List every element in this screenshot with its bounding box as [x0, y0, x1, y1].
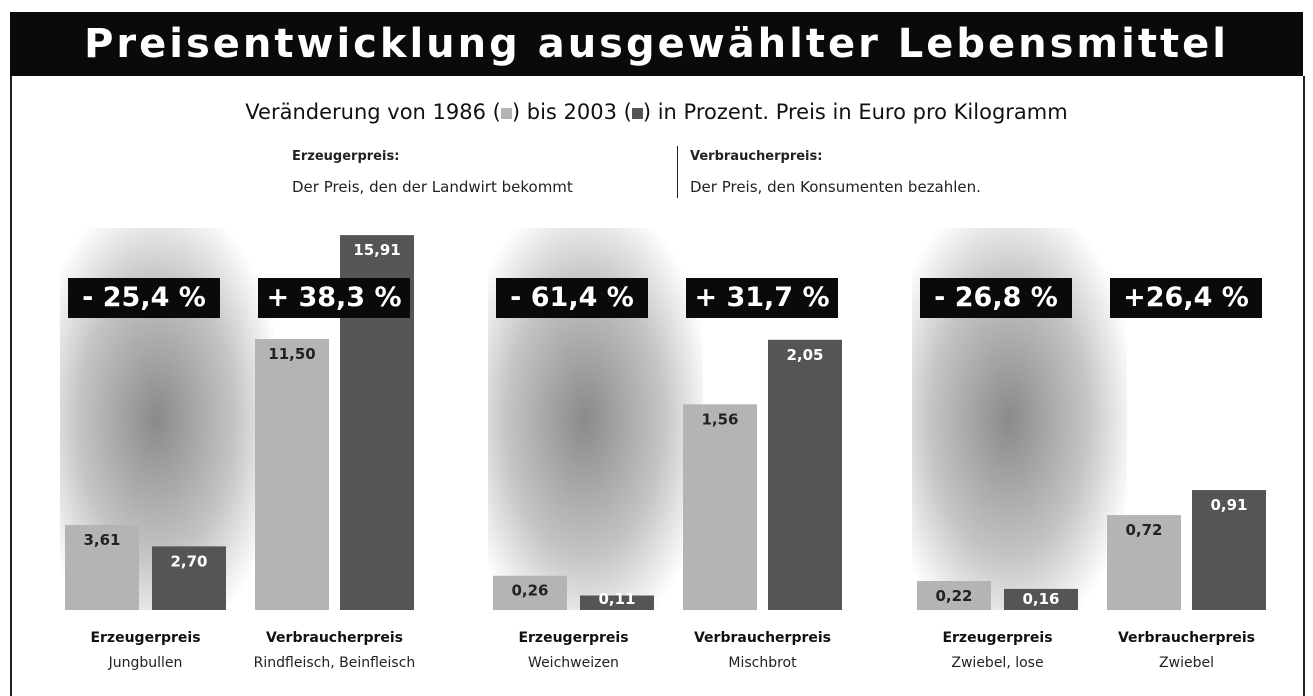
category-label: Erzeugerpreis: [942, 630, 1052, 646]
change-label: - 61,4 %: [510, 282, 634, 313]
category-label: Verbraucherpreis: [694, 630, 831, 646]
value-label: 0,11: [598, 590, 635, 608]
change-label: - 25,4 %: [82, 282, 206, 313]
bar: [683, 404, 757, 610]
value-label: 0,91: [1210, 496, 1247, 514]
change-label: - 26,8 %: [934, 282, 1058, 313]
bar: [768, 340, 842, 610]
category-label: Verbraucherpreis: [1118, 630, 1255, 646]
category-product: Zwiebel, lose: [951, 655, 1043, 671]
category-product: Jungbullen: [108, 655, 183, 671]
value-label: 0,16: [1022, 590, 1059, 608]
value-label: 3,61: [83, 531, 120, 549]
charts: 3,61 2,70 - 25,4 % Erzeugerpreis Jungbullen 1…: [0, 0, 1313, 692]
value-label: 11,50: [268, 345, 315, 363]
value-label: 0,26: [511, 582, 548, 600]
value-label: 0,22: [935, 587, 972, 605]
page: Preisentwicklung ausgewählter Lebensmitt…: [0, 0, 1313, 692]
value-label: 0,72: [1125, 521, 1162, 539]
value-label: 1,56: [701, 410, 738, 428]
change-label: +26,4 %: [1123, 282, 1249, 313]
value-label: 15,91: [353, 241, 400, 259]
category-product: Zwiebel: [1159, 655, 1214, 671]
category-product: Weichweizen: [528, 655, 619, 671]
category-product: Rindfleisch, Beinfleisch: [254, 655, 416, 671]
category-label: Erzeugerpreis: [90, 630, 200, 646]
category-label: Erzeugerpreis: [518, 630, 628, 646]
bar: [255, 339, 329, 610]
value-label: 2,70: [170, 552, 207, 570]
value-label: 2,05: [786, 346, 823, 364]
category-product: Mischbrot: [728, 655, 797, 671]
change-label: + 38,3 %: [266, 282, 401, 313]
change-label: + 31,7 %: [694, 282, 829, 313]
category-label: Verbraucherpreis: [266, 630, 403, 646]
